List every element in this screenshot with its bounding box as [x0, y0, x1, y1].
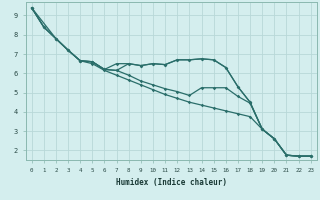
X-axis label: Humidex (Indice chaleur): Humidex (Indice chaleur): [116, 178, 227, 187]
